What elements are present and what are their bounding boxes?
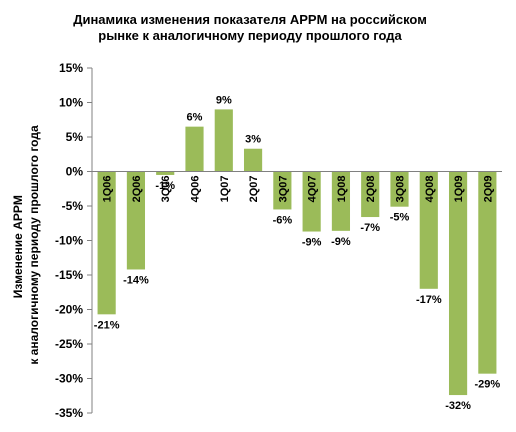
y-tick-label: 15%: [59, 61, 83, 75]
data-label: -9%: [302, 237, 322, 249]
category-label: 1Q09: [453, 176, 465, 203]
category-label: 1Q08: [336, 176, 348, 203]
y-axis-title-line-1: Изменение APPM: [11, 195, 25, 298]
bar-2Q08: [361, 171, 380, 218]
bar-4Q08: [419, 171, 438, 289]
y-tick-label: -25%: [55, 337, 83, 351]
data-label: 9%: [216, 94, 232, 106]
y-tick-label: 5%: [66, 130, 84, 144]
bar-1Q06: [97, 171, 116, 315]
category-label: 4Q08: [424, 176, 436, 203]
y-axis-title: Изменение APPM к аналогичному периоду пр…: [11, 125, 41, 365]
category-label: 3Q07: [277, 176, 289, 203]
y-tick-label: -5%: [62, 199, 84, 213]
bar-2Q06: [126, 171, 146, 270]
bar-1Q08: [331, 171, 351, 231]
axes-group: [87, 67, 502, 414]
bar-1Q07: [214, 109, 233, 172]
bar-2Q07: [243, 148, 263, 172]
bar-4Q06: [185, 126, 204, 172]
y-axis-title-line-2: к аналогичному периоду прошлого года: [27, 125, 41, 365]
category-label: 2Q06: [131, 176, 143, 203]
data-label: -21%: [94, 319, 120, 331]
bar-1Q09: [448, 171, 468, 396]
y-tick-label: -10%: [55, 234, 83, 248]
bar-3Q06: [156, 171, 175, 175]
data-label: -32%: [445, 400, 471, 412]
chart-title: Динамика изменения показателя APPM на ро…: [73, 12, 427, 43]
y-tick-label: -15%: [55, 268, 83, 282]
labels-group: 15% 10% 5% 0% -5% -10% -15% -20% -25% -30% -35% 1Q0…: [55, 61, 500, 420]
y-tick-label: -35%: [55, 406, 83, 420]
data-label: -14%: [123, 274, 149, 286]
bar-2Q09: [478, 171, 497, 374]
category-label: 1Q06: [102, 176, 114, 203]
data-label: -1%: [155, 180, 175, 192]
data-label: 3%: [245, 134, 261, 146]
y-tick-label: 10%: [59, 96, 83, 110]
category-label: 3Q06: [160, 176, 172, 203]
data-label: -29%: [475, 379, 501, 391]
data-label: -7%: [360, 222, 380, 234]
category-label: 4Q07: [307, 176, 319, 203]
bar-3Q08: [390, 171, 409, 207]
category-label: 4Q06: [190, 176, 202, 203]
category-label: 2Q09: [482, 176, 494, 203]
bar-3Q07: [273, 171, 292, 210]
bar-4Q07: [302, 171, 321, 232]
category-label: 1Q07: [219, 176, 231, 203]
y-tick-label: -30%: [55, 372, 83, 386]
category-label: 3Q08: [395, 176, 407, 203]
data-label: -5%: [390, 212, 410, 224]
bars-group: [97, 109, 497, 396]
data-label: -17%: [416, 294, 442, 306]
data-label: -9%: [331, 236, 351, 248]
data-label: 6%: [187, 112, 203, 124]
category-label: 2Q08: [365, 176, 377, 203]
y-tick-label: -20%: [55, 303, 83, 317]
y-tick-label: 0%: [66, 165, 84, 179]
category-label: 2Q07: [248, 176, 260, 203]
data-label: -6%: [273, 214, 293, 226]
